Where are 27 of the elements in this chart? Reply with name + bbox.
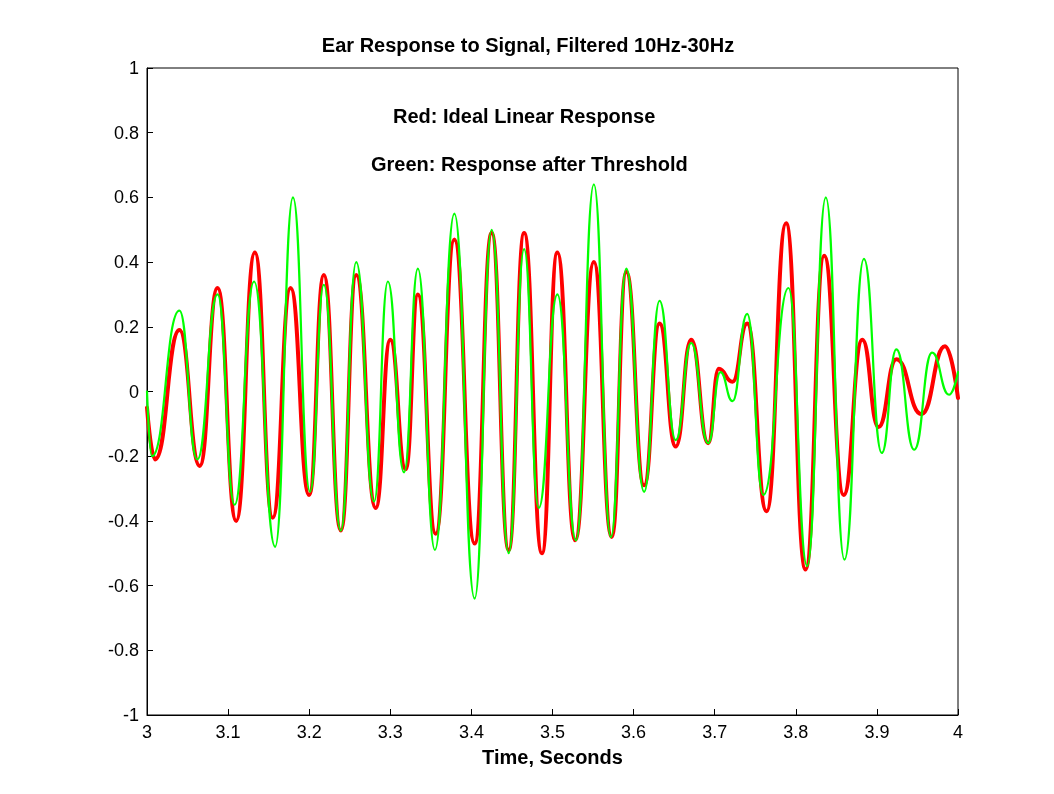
x-tick-label: 3.7 [702,722,728,742]
y-tick-label: -0.6 [107,575,139,596]
y-tick-label: -1 [122,705,139,725]
x-axis-title: Time, Seconds [482,746,623,768]
annotation: Red: Ideal Linear Response [393,105,656,127]
y-tick-label: 0 [128,381,139,402]
annotation: Green: Response after Threshold [371,153,688,175]
y-tick-label: -0.2 [107,446,139,467]
line-series [145,183,960,600]
x-tick-label: 3.9 [864,722,890,742]
chart-title: Ear Response to Signal, Filtered 10Hz-30Hz [321,34,735,56]
x-tick-label: 3 [141,722,153,742]
x-tick-label: 3.4 [458,722,484,742]
y-tick-label: 1 [128,58,139,78]
x-tick-label: 3.3 [377,722,403,742]
y-tick-label: 0.4 [113,252,139,273]
x-tick-label: 3.8 [783,722,809,742]
y-tick-label: 0.2 [113,316,139,337]
y-tick-label: -0.8 [107,640,139,661]
y-tick-label: 0.6 [113,187,139,208]
y-tick-label: -0.4 [107,510,139,531]
x-tick-label: 3.1 [215,722,241,742]
x-tick-label: 3.2 [296,722,322,742]
y-tick-label: 0.8 [113,122,139,143]
x-tick-label: 3.5 [539,722,566,742]
x-tick-label: 4 [952,722,964,742]
x-tick-label: 3.6 [621,722,647,742]
